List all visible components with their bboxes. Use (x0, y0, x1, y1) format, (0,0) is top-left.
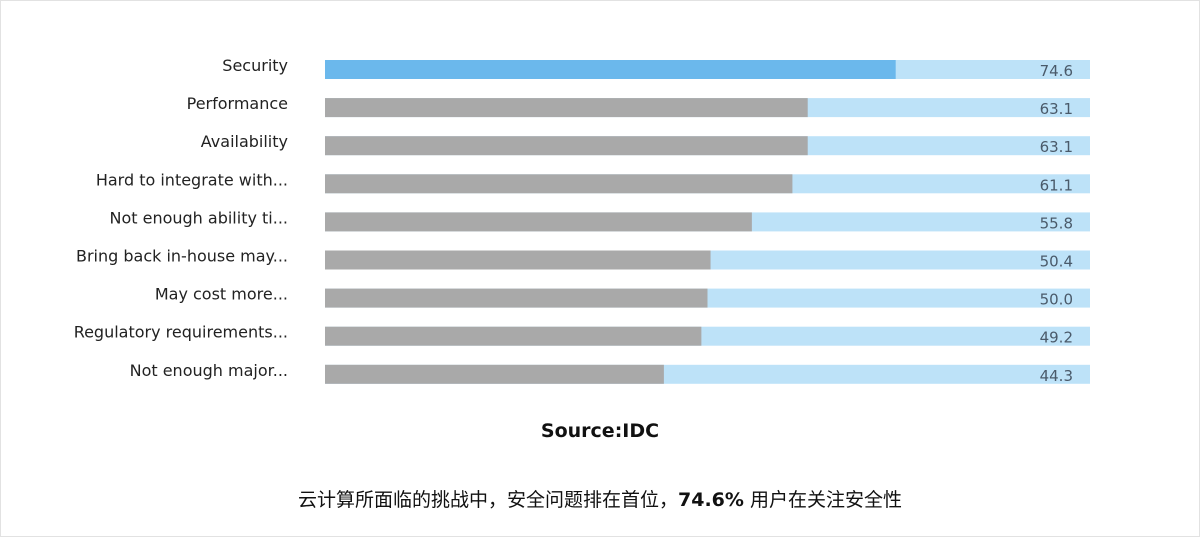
bar (325, 212, 752, 232)
source-label: Source:IDC (540, 420, 660, 442)
value-label: 50.4 (1040, 253, 1073, 271)
bar (325, 250, 711, 270)
category-label: Performance (187, 94, 288, 113)
value-label: 74.6 (1040, 62, 1073, 80)
caption-highlight: 74.6% (678, 489, 744, 511)
bar (325, 326, 702, 346)
value-label: 63.1 (1040, 100, 1073, 118)
value-label: 63.1 (1040, 138, 1073, 156)
category-label: Availability (201, 132, 288, 151)
value-label: 44.3 (1040, 367, 1073, 385)
value-label: 49.2 (1040, 329, 1073, 347)
value-label: 61.1 (1040, 176, 1073, 194)
caption-suffix: 用户在关注安全性 (743, 489, 902, 511)
bar (325, 174, 793, 194)
bar (325, 98, 808, 118)
category-label: Hard to integrate with... (96, 170, 288, 189)
bar (325, 60, 896, 79)
caption-prefix: 云计算所面临的挑战中，安全问题排在首位， (298, 489, 679, 511)
bar (325, 288, 708, 308)
category-label: May cost more... (155, 285, 288, 304)
bar-chart: Security 74.6 Performance 63.1 Availability 6… (74, 56, 1090, 385)
value-label: 55.8 (1040, 214, 1073, 232)
caption: 云计算所面临的挑战中，安全问题排在首位，74.6% 用户在关注安全性 (0, 485, 1200, 512)
category-label: Not enough ability ti... (109, 208, 288, 227)
bar (325, 136, 808, 156)
category-label: Bring back in-house may... (76, 247, 288, 266)
category-label: Not enough major... (130, 361, 288, 380)
category-label: Regulatory requirements... (74, 323, 288, 342)
category-label: Security (222, 56, 288, 75)
value-label: 50.0 (1040, 291, 1073, 309)
bar (325, 364, 664, 384)
